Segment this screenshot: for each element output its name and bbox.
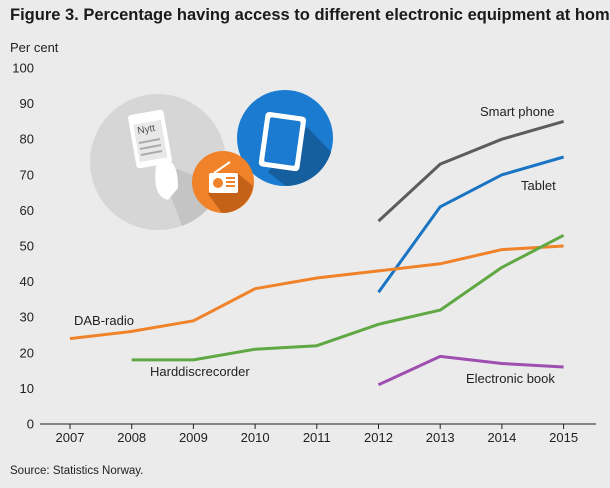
x-tick-label: 2012 — [364, 430, 393, 445]
y-tick-label: 0 — [27, 417, 34, 432]
y-tick-label: 30 — [20, 310, 34, 325]
x-tick-label: 2011 — [303, 430, 331, 445]
ereader-icon: Nytt — [90, 94, 226, 230]
series-line-tablet — [377, 155, 565, 294]
series-label-dab-radio: DAB-radio — [74, 313, 134, 328]
radio-icon — [192, 151, 254, 214]
x-tick-label: 2008 — [117, 430, 146, 445]
x-axis-ticks: 2007 2008 2009 2010 2011 2012 2013 2014 2015 — [56, 424, 578, 445]
series-label-tablet: Tablet — [521, 178, 556, 193]
x-tick-label: 2013 — [426, 430, 455, 445]
series-line-dab-radio — [69, 244, 564, 341]
y-tick-label: 60 — [20, 203, 34, 218]
series-label-electronic-book: Electronic book — [466, 371, 555, 386]
x-tick-label: 2010 — [241, 430, 270, 445]
x-tick-label: 2015 — [549, 430, 578, 445]
y-tick-label: 100 — [12, 61, 34, 76]
series-line-electronic-book — [377, 354, 564, 387]
series-line-harddiscrecorder — [131, 233, 565, 362]
y-axis-label: Per cent — [10, 40, 59, 55]
y-tick-label: 90 — [20, 96, 34, 111]
source-note: Source: Statistics Norway. — [10, 465, 144, 477]
chart-title: Figure 3. Percentage having access to di… — [10, 6, 610, 24]
x-tick-label: 2009 — [179, 430, 208, 445]
series-line-smart-phone — [377, 119, 565, 223]
y-tick-label: 70 — [20, 167, 34, 182]
series-label-smart-phone: Smart phone — [480, 104, 554, 119]
x-tick-label: 2014 — [487, 430, 516, 445]
y-tick-label: 50 — [20, 239, 34, 254]
y-axis-ticks: 0 10 20 30 40 50 60 70 80 90 100 — [12, 61, 34, 432]
tablet-icon — [237, 90, 333, 186]
y-tick-label: 80 — [20, 132, 34, 147]
series-label-harddiscrecorder: Harddiscrecorder — [150, 364, 250, 379]
series-lines — [69, 119, 565, 387]
x-tick-label: 2007 — [56, 430, 85, 445]
device-illustration: Nytt — [90, 90, 333, 230]
y-tick-label: 40 — [20, 274, 34, 289]
ereader-screen-text: Nytt — [137, 123, 157, 137]
y-tick-label: 10 — [20, 381, 34, 396]
y-tick-label: 20 — [20, 345, 34, 360]
